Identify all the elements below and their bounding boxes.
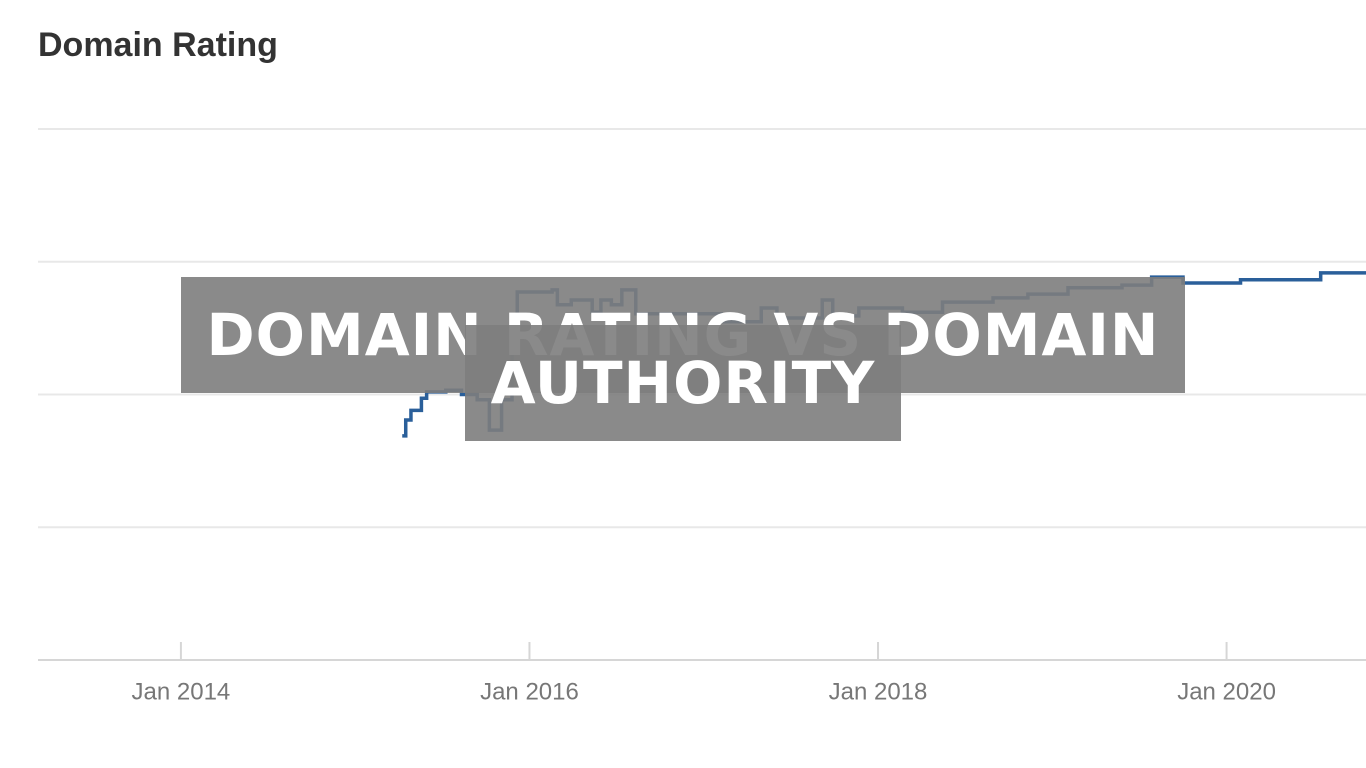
x-tick-label: Jan 2020 xyxy=(1177,678,1276,705)
x-tick-label: Jan 2018 xyxy=(829,678,928,705)
overlay-title-box: DOMAIN RATING VS DOMAIN AUTHORITY xyxy=(120,277,1246,441)
chart-title: Domain Rating xyxy=(38,26,278,64)
overlay-title: DOMAIN RATING VS DOMAIN AUTHORITY xyxy=(180,277,1186,441)
x-tick-label: Jan 2014 xyxy=(132,678,231,705)
x-tick-label: Jan 2016 xyxy=(480,678,579,705)
